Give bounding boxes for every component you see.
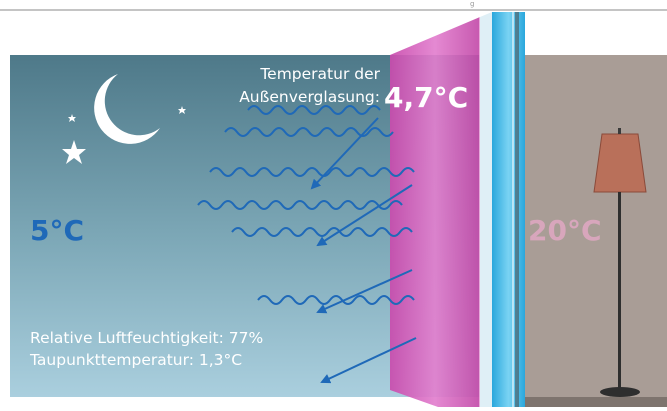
outer-pane-temperature: 4,7°C	[384, 81, 469, 114]
wavy-arrow-icon	[320, 337, 417, 384]
wavy-arrows	[197, 105, 417, 384]
wavy-arrow-icon	[197, 200, 403, 210]
outer-pane-label-line2: Außenverglasung:	[239, 88, 380, 106]
wavy-arrow-icon	[231, 227, 413, 237]
wavy-arrow-icon	[316, 184, 413, 247]
room-wall	[525, 55, 667, 407]
moon-icon	[94, 74, 160, 144]
outer-pane-label-line1: Temperatur der	[260, 65, 380, 83]
floor-lamp-icon	[593, 128, 647, 397]
wavy-arrow-icon	[257, 295, 415, 305]
header-fragment: g	[470, 0, 474, 8]
wavy-arrow-icon	[224, 127, 394, 137]
star-icon	[178, 106, 186, 114]
inner-glass-pane	[492, 12, 525, 407]
humidity-text: Relative Luftfeuchtigkeit: 77%	[30, 329, 264, 347]
window-frame	[515, 12, 519, 407]
room-floor	[525, 397, 667, 407]
outer-glass-pane	[390, 17, 480, 407]
wavy-arrow-icon	[209, 167, 415, 177]
wavy-arrow-icon	[316, 269, 413, 314]
pane-gap	[480, 12, 492, 407]
star-icon	[68, 114, 76, 122]
star-icon	[62, 140, 86, 164]
wavy-arrow-icon	[247, 105, 381, 115]
inside-temperature: 20°C	[528, 214, 602, 247]
dew-point-text: Taupunkttemperatur: 1,3°C	[30, 351, 243, 369]
outside-temperature: 5°C	[30, 214, 85, 247]
